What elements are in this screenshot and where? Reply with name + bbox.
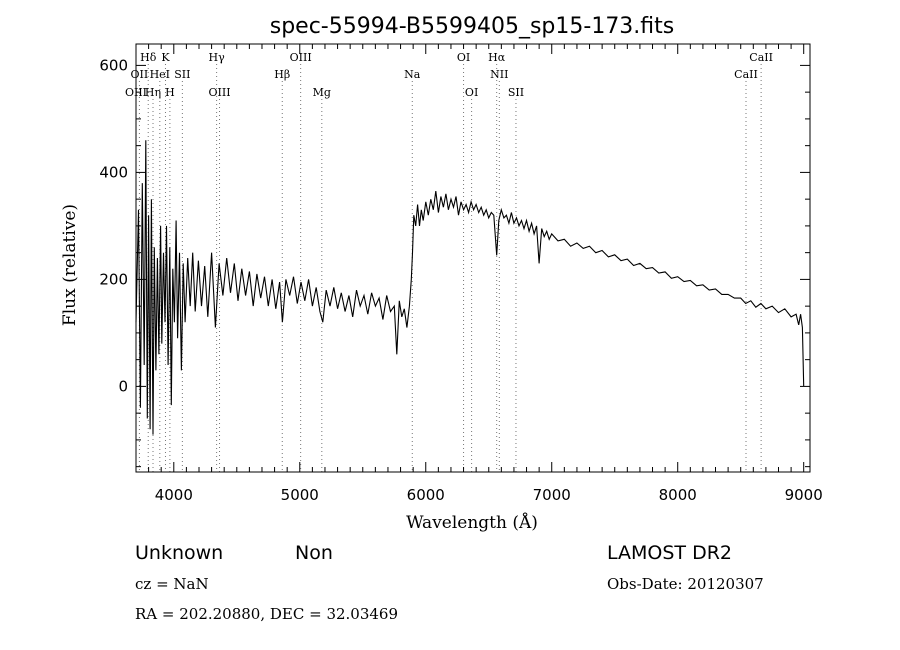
line-label-0: Hδ bbox=[140, 51, 157, 64]
chart-title: spec-55994-B5599405_sp15-173.fits bbox=[270, 14, 675, 39]
line-label-17: OIII bbox=[208, 86, 230, 99]
x-axis-label: Wavelength (Å) bbox=[406, 512, 538, 533]
line-label-7: OII bbox=[131, 68, 149, 81]
observation-date: Obs-Date: 20120307 bbox=[607, 575, 764, 593]
spectral-class: Unknown bbox=[135, 542, 223, 564]
line-label-3: OIII bbox=[290, 51, 312, 64]
line-label-12: NII bbox=[490, 68, 508, 81]
line-label-1: K bbox=[161, 51, 170, 64]
line-label-10: Hβ bbox=[274, 68, 290, 81]
line-label-15: Hη bbox=[145, 86, 161, 99]
spectral-subclass: Non bbox=[295, 542, 333, 564]
line-label-6: CaII bbox=[749, 51, 773, 64]
axis-ticks: 4000 5000 6000 7000 8000 9000 0 200 400 600 bbox=[99, 44, 823, 504]
x-tick-label: 5000 bbox=[281, 486, 319, 504]
spectrum-line bbox=[135, 140, 805, 435]
y-tick-label: 0 bbox=[118, 377, 128, 395]
line-label-5: Hα bbox=[488, 51, 506, 64]
line-label-8: HeI bbox=[150, 68, 170, 81]
x-tick-label: 8000 bbox=[659, 486, 697, 504]
x-tick-label: 4000 bbox=[155, 486, 193, 504]
x-tick-label: 6000 bbox=[407, 486, 445, 504]
redshift-cz: cz = NaN bbox=[135, 575, 209, 593]
x-tick-label: 9000 bbox=[785, 486, 823, 504]
line-label-16: H bbox=[165, 86, 175, 99]
x-tick-label: 7000 bbox=[533, 486, 571, 504]
y-tick-label: 200 bbox=[99, 270, 128, 288]
y-axis-label: Flux (relative) bbox=[60, 204, 80, 326]
line-label-4: OI bbox=[457, 51, 470, 64]
plot-frame bbox=[135, 43, 811, 473]
line-label-9: SII bbox=[174, 68, 190, 81]
line-label-13: CaII bbox=[734, 68, 758, 81]
y-tick-label: 400 bbox=[99, 163, 128, 181]
survey-name: LAMOST DR2 bbox=[607, 542, 732, 564]
line-label-19: OI bbox=[465, 86, 478, 99]
y-tick-label: 600 bbox=[99, 56, 128, 74]
coordinates: RA = 202.20880, DEC = 32.03469 bbox=[135, 605, 398, 623]
line-label-20: SII bbox=[508, 86, 524, 99]
spectral-line-markers: Hδ K Hγ OIII OI Hα CaII OII HeI SII Hβ Na NII CaII OII… bbox=[125, 51, 773, 472]
line-label-11: Na bbox=[404, 68, 421, 81]
line-label-18: Mg bbox=[313, 86, 331, 99]
line-label-2: Hγ bbox=[209, 51, 226, 64]
